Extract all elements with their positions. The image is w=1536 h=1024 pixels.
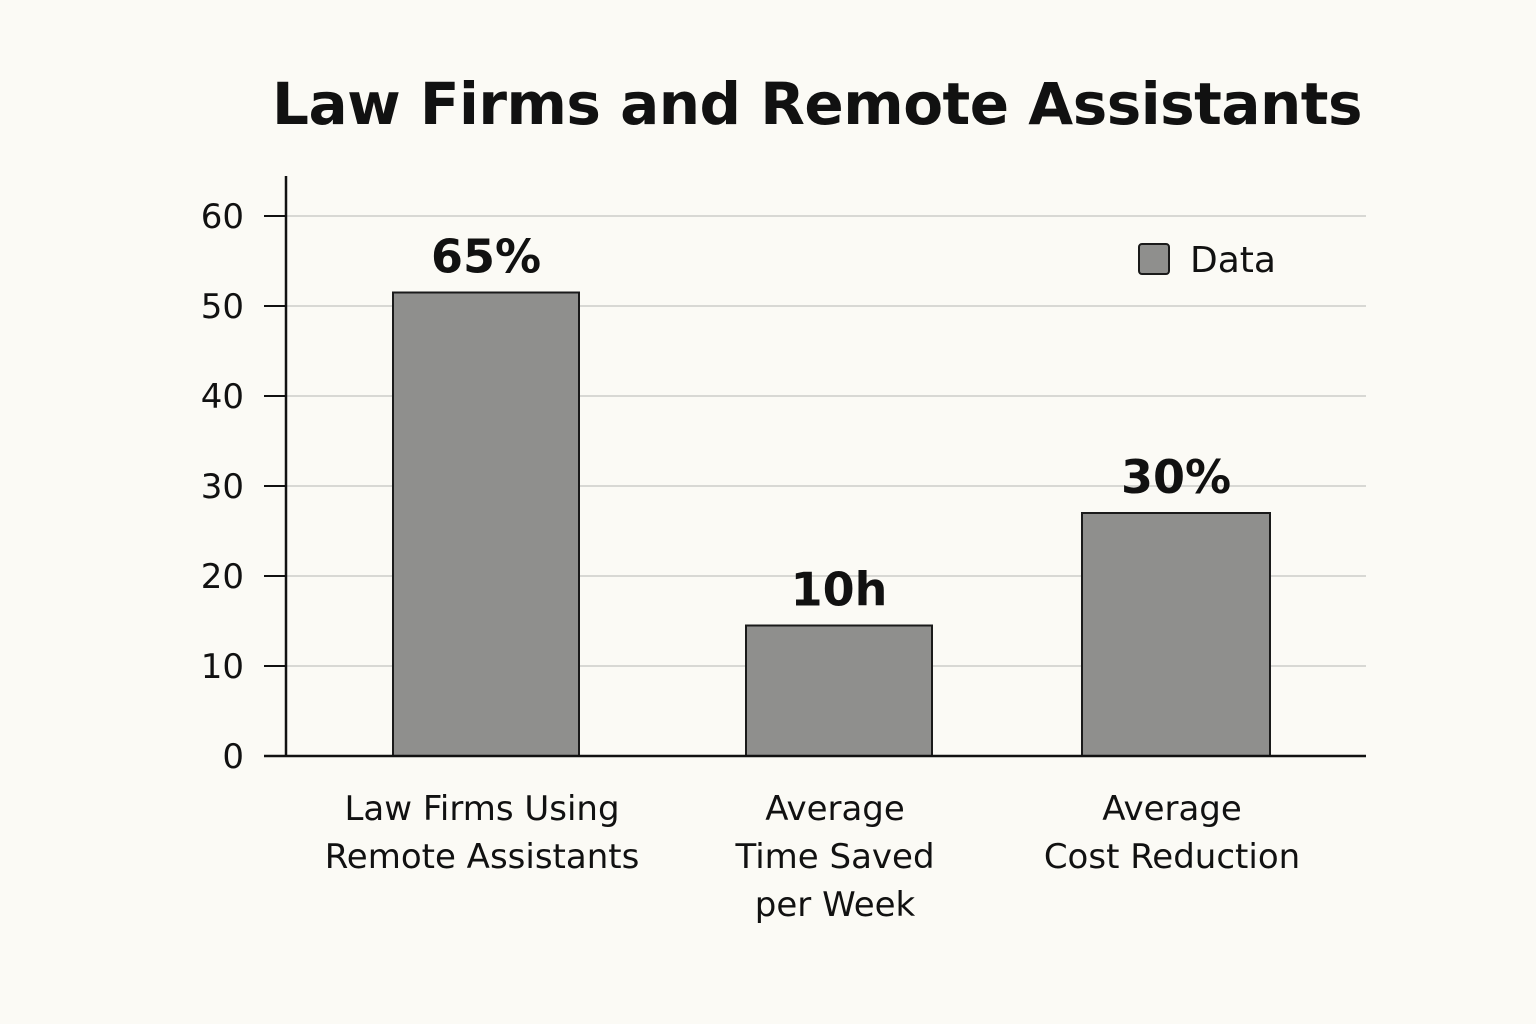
- data-label-2: 10h: [791, 563, 888, 617]
- x-category-label-3-line-1: Average: [1102, 789, 1242, 829]
- y-tick-label-20: 20: [201, 557, 244, 597]
- data-label-1: 65%: [431, 230, 541, 284]
- bar-1: [392, 291, 580, 757]
- x-category-label-1-line-2: Remote Assistants: [325, 837, 640, 877]
- x-category-label-3-line-2: Cost Reduction: [1044, 837, 1300, 877]
- data-label-3: 30%: [1121, 450, 1231, 504]
- y-tick-label-10: 10: [201, 647, 244, 687]
- bar-2: [745, 624, 933, 757]
- chart-title: Law Firms and Remote Assistants: [272, 70, 1363, 138]
- x-category-label-2-line-2: Time Saved: [734, 837, 934, 877]
- y-tick-label-0: 0: [222, 737, 244, 777]
- y-tick-label-30: 30: [201, 467, 244, 507]
- legend-label: Data: [1190, 240, 1276, 281]
- legend-swatch: [1138, 243, 1170, 275]
- y-tick-label-60: 60: [201, 197, 244, 237]
- bar-3: [1081, 512, 1271, 757]
- x-category-label-2-line-1: Average: [765, 789, 905, 829]
- y-tick-label-40: 40: [201, 377, 244, 417]
- y-tick-label-50: 50: [201, 287, 244, 327]
- x-category-label-1-line-1: Law Firms Using: [344, 789, 619, 829]
- x-category-label-2-line-3: per Week: [755, 885, 916, 925]
